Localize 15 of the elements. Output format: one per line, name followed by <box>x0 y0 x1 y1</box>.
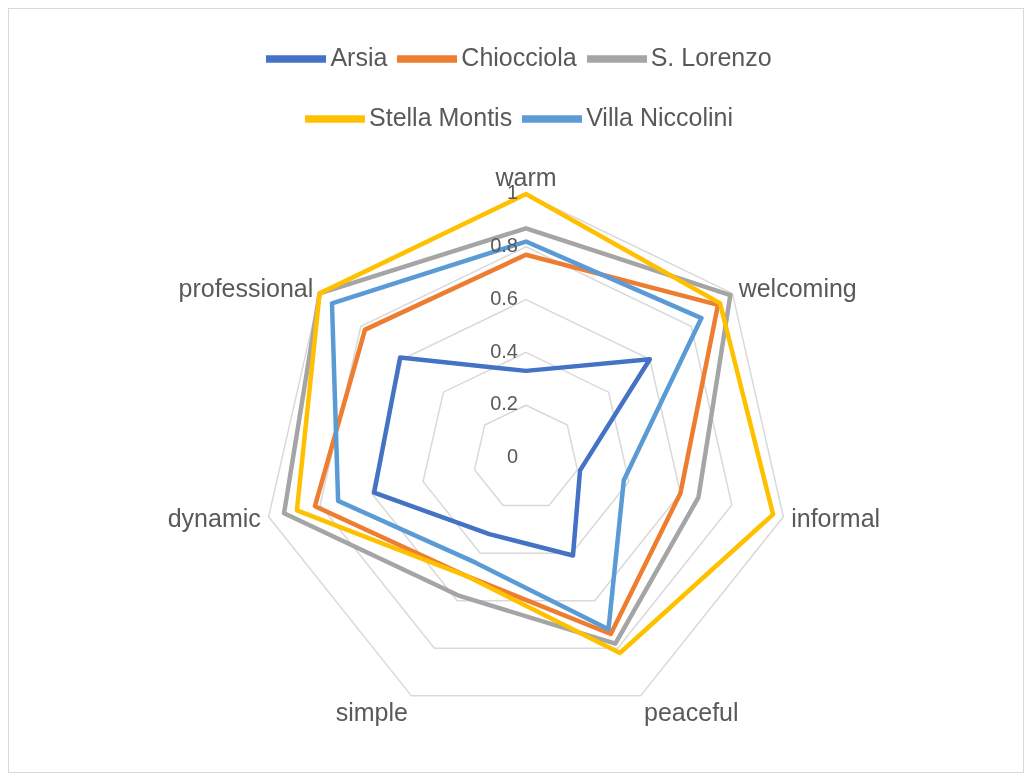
y-tick-label: 0.6 <box>490 286 518 309</box>
spoke-label: welcoming <box>737 274 857 303</box>
y-tick-label: 0.4 <box>490 339 518 362</box>
spoke-label: dynamic <box>167 504 261 533</box>
legend-label: Villa Niccolini <box>586 102 733 131</box>
y-tick-label: 0 <box>506 445 518 468</box>
spoke-label: peaceful <box>644 697 739 726</box>
legend-label: Chiocciola <box>461 42 577 71</box>
y-tick-label: 0.2 <box>490 392 518 415</box>
spoke-label: simple <box>335 697 408 726</box>
spoke-label: informal <box>791 504 881 533</box>
legend-label: Stella Montis <box>369 102 513 131</box>
legend-label: Arsia <box>330 42 388 71</box>
spoke-label: professional <box>178 274 314 303</box>
legend-label: S. Lorenzo <box>650 42 772 71</box>
